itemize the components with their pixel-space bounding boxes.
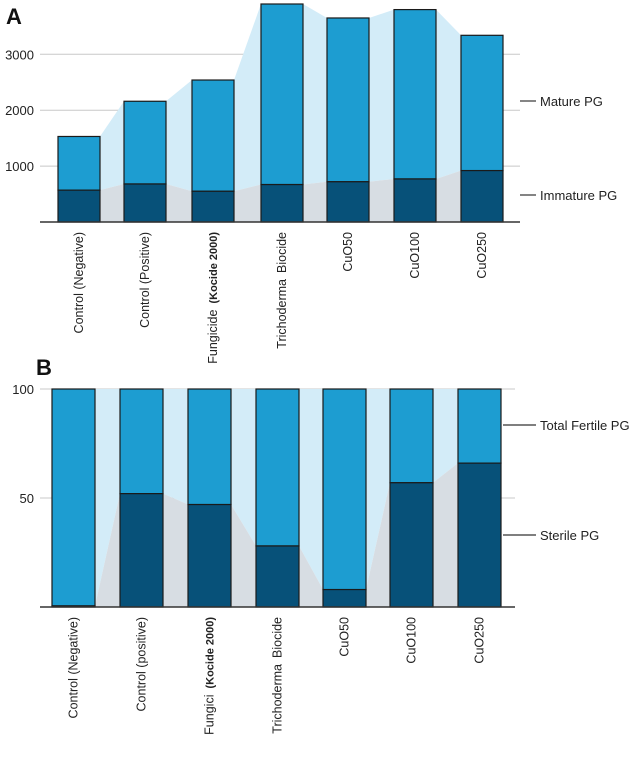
x-category-label: CuO50 xyxy=(338,617,352,657)
ribbon-lower xyxy=(366,482,390,607)
ribbon-upper xyxy=(234,4,261,192)
y-tick-label: 100 xyxy=(12,382,34,397)
bar-segment-total-fertile-pg xyxy=(51,388,96,607)
bar-segment-sterile-pg xyxy=(119,493,164,608)
ribbon-lower xyxy=(303,181,327,222)
panel-a-chart: 1000 2000 3000 Control (Negative) Control (P… xyxy=(5,3,617,364)
x-category-label: CuO100 xyxy=(405,617,419,664)
bar-segment-sterile-pg xyxy=(187,503,232,608)
bar-segment-immature-pg xyxy=(191,190,235,223)
ribbon-lower xyxy=(299,545,323,607)
x-category-label: Control (Negative) xyxy=(67,617,81,718)
y-tick-label: 1000 xyxy=(5,159,34,174)
ribbon-upper xyxy=(303,4,327,185)
bar-segment-mature-pg xyxy=(326,17,370,183)
ribbon-lower xyxy=(95,493,120,607)
ribbon-lower xyxy=(163,493,188,607)
ribbon-upper xyxy=(95,389,120,606)
x-category-label: Trichoderma Biocide xyxy=(271,617,285,734)
bar-segment-immature-pg xyxy=(460,169,504,223)
ribbon-upper xyxy=(436,9,461,179)
ribbon-upper xyxy=(166,80,192,192)
x-category-label-part: Trichoderma xyxy=(271,664,285,734)
bar-segment-immature-pg xyxy=(123,183,167,223)
x-category-label-part: CuO250 xyxy=(473,617,487,664)
x-category-label: CuO50 xyxy=(341,232,355,272)
bar-segment-total-fertile-pg xyxy=(389,388,434,484)
bar-segment-immature-pg xyxy=(393,178,437,223)
x-category-label-part: CuO50 xyxy=(338,617,352,657)
x-category-label-part: Fungici xyxy=(203,695,217,735)
x-category-label-part: CuO250 xyxy=(475,232,489,279)
bar-segment-total-fertile-pg xyxy=(457,388,502,464)
y-tick-label: 50 xyxy=(20,491,34,506)
bar-segment-total-fertile-pg xyxy=(322,388,367,591)
bar-segment-mature-pg xyxy=(460,34,504,172)
bar-segment-total-fertile-pg xyxy=(255,388,300,547)
ribbon-upper xyxy=(100,101,124,191)
ribbon-lower xyxy=(436,170,461,222)
bar-segment-total-fertile-pg xyxy=(119,388,164,495)
bar-segment-mature-pg xyxy=(57,135,101,191)
x-category-label-part: (Kocide 2000) xyxy=(208,232,220,304)
ribbon-lower xyxy=(166,183,192,222)
x-category-label-part: Control (Positive) xyxy=(138,232,152,328)
bar-segment-mature-pg xyxy=(123,100,167,185)
ribbon-lower xyxy=(100,183,124,222)
x-category-label-part: Fungicide xyxy=(206,309,220,363)
x-category-label-part: Biocide xyxy=(271,617,285,658)
y-tick-label: 3000 xyxy=(5,47,34,62)
ribbon-upper xyxy=(433,389,458,483)
x-category-label-part: CuO50 xyxy=(341,232,355,272)
bar-segment-mature-pg xyxy=(191,79,235,192)
x-category-label: Control (Negative) xyxy=(72,232,86,333)
ribbon-lower xyxy=(234,184,261,222)
legend-label: Mature PG xyxy=(540,94,603,109)
x-category-label-part: CuO100 xyxy=(408,232,422,279)
x-category-label: Fungicide (Kocide 2000) xyxy=(206,232,220,364)
bar-segment-sterile-pg xyxy=(389,482,434,608)
x-category-label: Control (positive) xyxy=(135,617,149,711)
ribbon-upper xyxy=(366,389,390,590)
bar-segment-sterile-pg xyxy=(322,588,367,608)
bar-segment-immature-pg xyxy=(326,181,370,223)
panel-b-chart: 50 100 Control (Negative) Control (positive… xyxy=(12,382,629,735)
x-category-label: CuO250 xyxy=(473,617,487,664)
ribbon-lower xyxy=(231,504,256,607)
panel-letter-b: B xyxy=(36,355,52,380)
ribbon-lower xyxy=(433,463,458,607)
x-category-label: Fungici (Kocide 2000) xyxy=(203,617,217,735)
legend-label: Immature PG xyxy=(540,188,617,203)
bar-segment-sterile-pg xyxy=(255,545,300,608)
x-category-label-part: Control (positive) xyxy=(135,617,149,711)
x-category-label-part: Biocide xyxy=(275,232,289,273)
x-category-label-part: Control (Negative) xyxy=(67,617,81,718)
ribbon-upper xyxy=(231,389,256,546)
legend-label: Total Fertile PG xyxy=(540,418,630,433)
x-category-label-part: Trichoderma xyxy=(275,279,289,349)
bar-segment-total-fertile-pg xyxy=(187,388,232,506)
ribbon-upper xyxy=(163,389,188,505)
x-category-label: Control (Positive) xyxy=(138,232,152,328)
bar-segment-sterile-pg xyxy=(457,462,502,608)
bar-segment-mature-pg xyxy=(260,3,304,186)
bar-segment-immature-pg xyxy=(260,183,304,223)
x-category-label-part: Control (Negative) xyxy=(72,232,86,333)
ribbon-upper xyxy=(369,9,394,182)
x-category-label-part: (Kocide 2000) xyxy=(205,617,217,689)
bar-segment-mature-pg xyxy=(393,8,437,180)
legend-label: Sterile PG xyxy=(540,528,599,543)
y-tick-label: 2000 xyxy=(5,103,34,118)
bar-segment-immature-pg xyxy=(57,189,101,223)
ribbon-upper xyxy=(299,389,323,590)
ribbon-lower xyxy=(369,178,394,222)
x-category-label: Trichoderma Biocide xyxy=(275,232,289,349)
x-category-label: CuO250 xyxy=(475,232,489,279)
panel-letter-a: A xyxy=(6,4,22,29)
x-category-label-part: CuO100 xyxy=(405,617,419,664)
x-category-label: CuO100 xyxy=(408,232,422,279)
